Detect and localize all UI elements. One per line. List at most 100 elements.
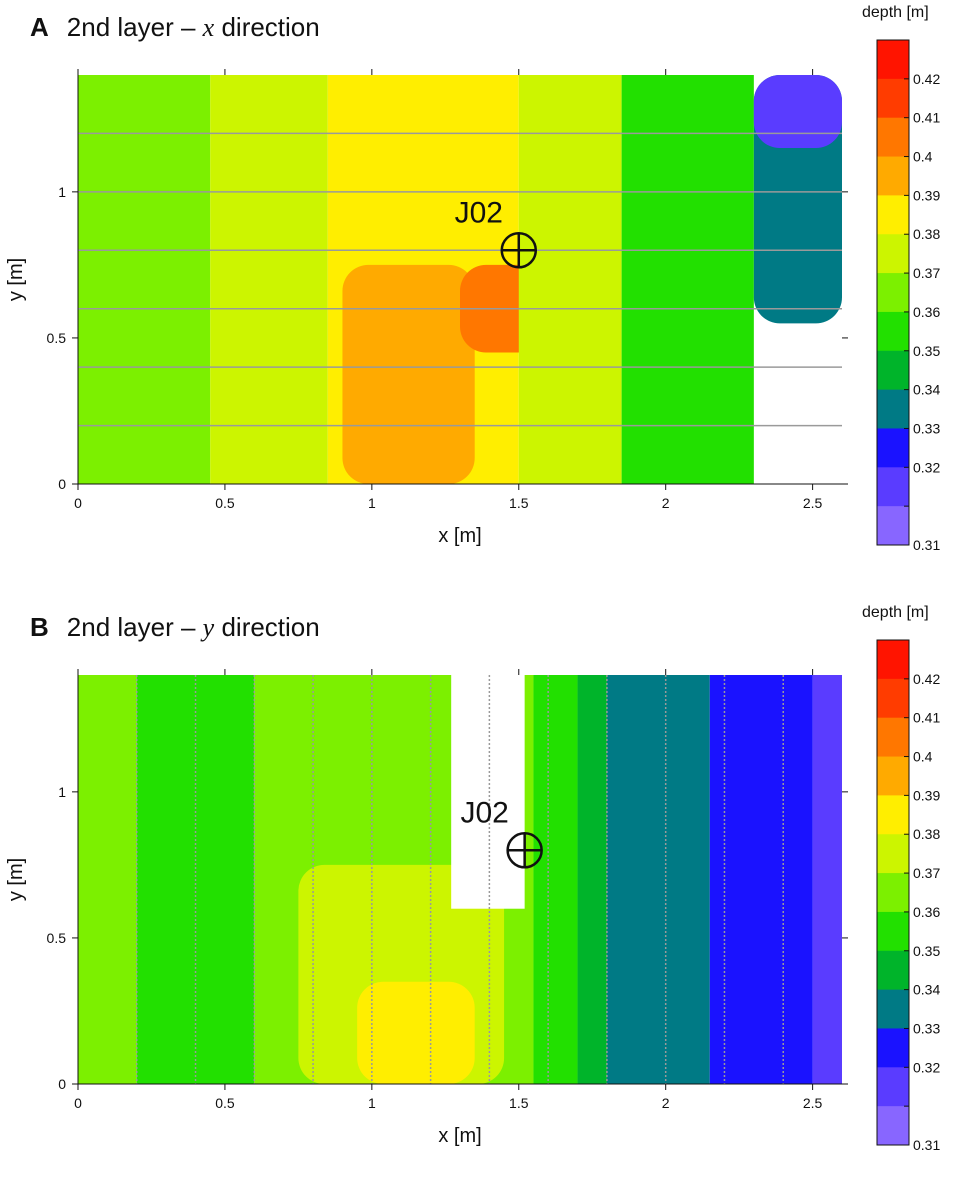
- colorbar-swatch: [877, 717, 909, 758]
- y-tick-label: 1: [58, 784, 66, 800]
- colorbar-swatch: [877, 756, 909, 796]
- colorbar-frame: [876, 639, 910, 1146]
- colorbar-swatch: [877, 795, 909, 835]
- colorbar-tick-label: 0.33: [913, 420, 940, 436]
- marker-label: J02: [455, 196, 503, 229]
- title-variable: y: [202, 613, 215, 642]
- title-text: 2nd layer –: [66, 612, 196, 642]
- y-tick-label: 0: [58, 476, 66, 492]
- colorbar-tick-label: 0.38: [913, 826, 940, 842]
- colorbar-swatch: [877, 195, 909, 235]
- contour-region-0.38: [518, 75, 622, 484]
- contour-region-0.36: [621, 75, 754, 484]
- colorbar-tick-label: 0.37: [913, 865, 940, 881]
- x-tick-label: 1.5: [509, 495, 529, 511]
- x-tick-label: 1: [368, 495, 376, 511]
- colorbar-tick-label: 0.4: [913, 149, 933, 165]
- colorbar-swatch: [877, 117, 909, 158]
- colorbar-tick-label: 0.33: [913, 1020, 940, 1036]
- colorbar-tick-label: 0.36: [913, 304, 940, 320]
- x-tick-label: 0: [74, 495, 82, 511]
- colorbar-swatch: [877, 1028, 909, 1068]
- contour-region-0.38: [210, 75, 328, 484]
- x-tick-label: 2.5: [803, 495, 823, 511]
- colorbar-tick-label: 0.35: [913, 943, 940, 959]
- colorbar-tick-label: 0.32: [913, 459, 940, 475]
- panel-letter: A: [30, 12, 49, 42]
- contour-region-0.32: [812, 675, 842, 1084]
- contour-region-0.39: [357, 981, 475, 1084]
- colorbar-swatch: [877, 506, 909, 546]
- x-tick-label: 0.5: [215, 1095, 235, 1111]
- x-tick-label: 1: [368, 1095, 376, 1111]
- x-tick-label: 2.5: [803, 1095, 823, 1111]
- y-tick-label: 1: [58, 184, 66, 200]
- contour-region-0.37: [78, 75, 211, 484]
- colorbar-swatch: [877, 273, 909, 313]
- colorbar-tick-label: 0.42: [913, 71, 940, 87]
- colorbar-swatch: [877, 911, 909, 952]
- colorbar-tick-label: 0.39: [913, 187, 940, 203]
- colorbar-swatch: [877, 1067, 909, 1107]
- colorbar-swatch: [877, 389, 909, 429]
- colorbar-swatch: [877, 950, 909, 991]
- colorbar-tick-label: 0.38: [913, 226, 940, 242]
- colorbar-swatch: [877, 678, 909, 719]
- colorbar-tick-label: 0.41: [913, 110, 940, 126]
- colorbar-tick-label: 0.31: [913, 1137, 940, 1153]
- x-tick-label: 0.5: [215, 495, 235, 511]
- contour-region-0.36: [533, 675, 578, 1084]
- y-tick-label: 0.5: [47, 930, 67, 946]
- colorbar-swatch: [877, 873, 909, 913]
- colorbar-tick-label: 0.32: [913, 1059, 940, 1075]
- contour-region-0.34: [606, 675, 710, 1084]
- x-tick-label: 2: [662, 1095, 670, 1111]
- panel-b: B 2nd layer – y direction depth [m] 0 0.5 1…: [0, 600, 959, 1180]
- marker-label: J02: [460, 796, 508, 829]
- colorbar-tick-label: 0.34: [913, 382, 940, 398]
- x-tick-label: 2: [662, 495, 670, 511]
- colorbar-tick-label: 0.37: [913, 265, 940, 281]
- contour-region-0.37: [78, 675, 137, 1084]
- colorbar-swatch: [877, 40, 909, 80]
- colorbar-tick-label: 0.42: [913, 671, 940, 687]
- contour-field: [78, 675, 842, 1084]
- colorbar-title: depth [m]: [862, 604, 929, 621]
- colorbar-swatch: [877, 428, 909, 468]
- colorbar-frame: [876, 39, 910, 546]
- colorbar-tick-label: 0.39: [913, 787, 940, 803]
- panel-a: A 2nd layer – x direction depth [m] 0 0.5 1…: [0, 0, 959, 580]
- colorbar-swatch: [877, 78, 909, 119]
- colorbar-swatch: [877, 311, 909, 352]
- colorbar-tick-label: 0.4: [913, 749, 933, 765]
- colorbar-swatch: [877, 156, 909, 196]
- title-suffix: direction: [221, 12, 320, 42]
- contour-region-0.33: [709, 675, 813, 1084]
- colorbar-swatch: [877, 350, 909, 391]
- colorbar-swatch: [877, 467, 909, 507]
- x-axis-label: x [m]: [438, 525, 481, 547]
- y-tick-label: 0.5: [47, 330, 67, 346]
- panel-title: B 2nd layer – y direction: [30, 612, 320, 643]
- colorbar-tick-label: 0.34: [913, 982, 940, 998]
- y-axis-label: y [m]: [5, 258, 27, 301]
- colorbar-title: depth [m]: [862, 4, 929, 21]
- colorbar-tick-label: 0.31: [913, 537, 940, 553]
- contour-region-0.32: [753, 75, 842, 149]
- colorbar-tick-label: 0.41: [913, 710, 940, 726]
- colorbar: 0.31 0.32 0.33 0.34 0.35 0.36 0.37 0.38 0.39 0.4 0…: [876, 639, 940, 1153]
- panel-title: A 2nd layer – x direction: [30, 12, 320, 43]
- blank-region: [451, 675, 525, 909]
- x-axis-label: x [m]: [438, 1125, 481, 1147]
- colorbar-tick-label: 0.36: [913, 904, 940, 920]
- heatmap-plot: 0 0.5 1 1.5 2 2.500.51x [m]y [m]J020.310.320.…: [5, 639, 940, 1153]
- colorbar-swatch: [877, 640, 909, 680]
- panel-letter: B: [30, 612, 49, 642]
- title-text: 2nd layer –: [66, 12, 196, 42]
- contour-field: [78, 75, 842, 484]
- title-variable: x: [202, 13, 215, 42]
- contour-region-0.35: [577, 675, 607, 1084]
- x-tick-label: 1.5: [509, 1095, 529, 1111]
- colorbar-swatch: [877, 834, 909, 874]
- contour-region-0.4: [342, 264, 475, 484]
